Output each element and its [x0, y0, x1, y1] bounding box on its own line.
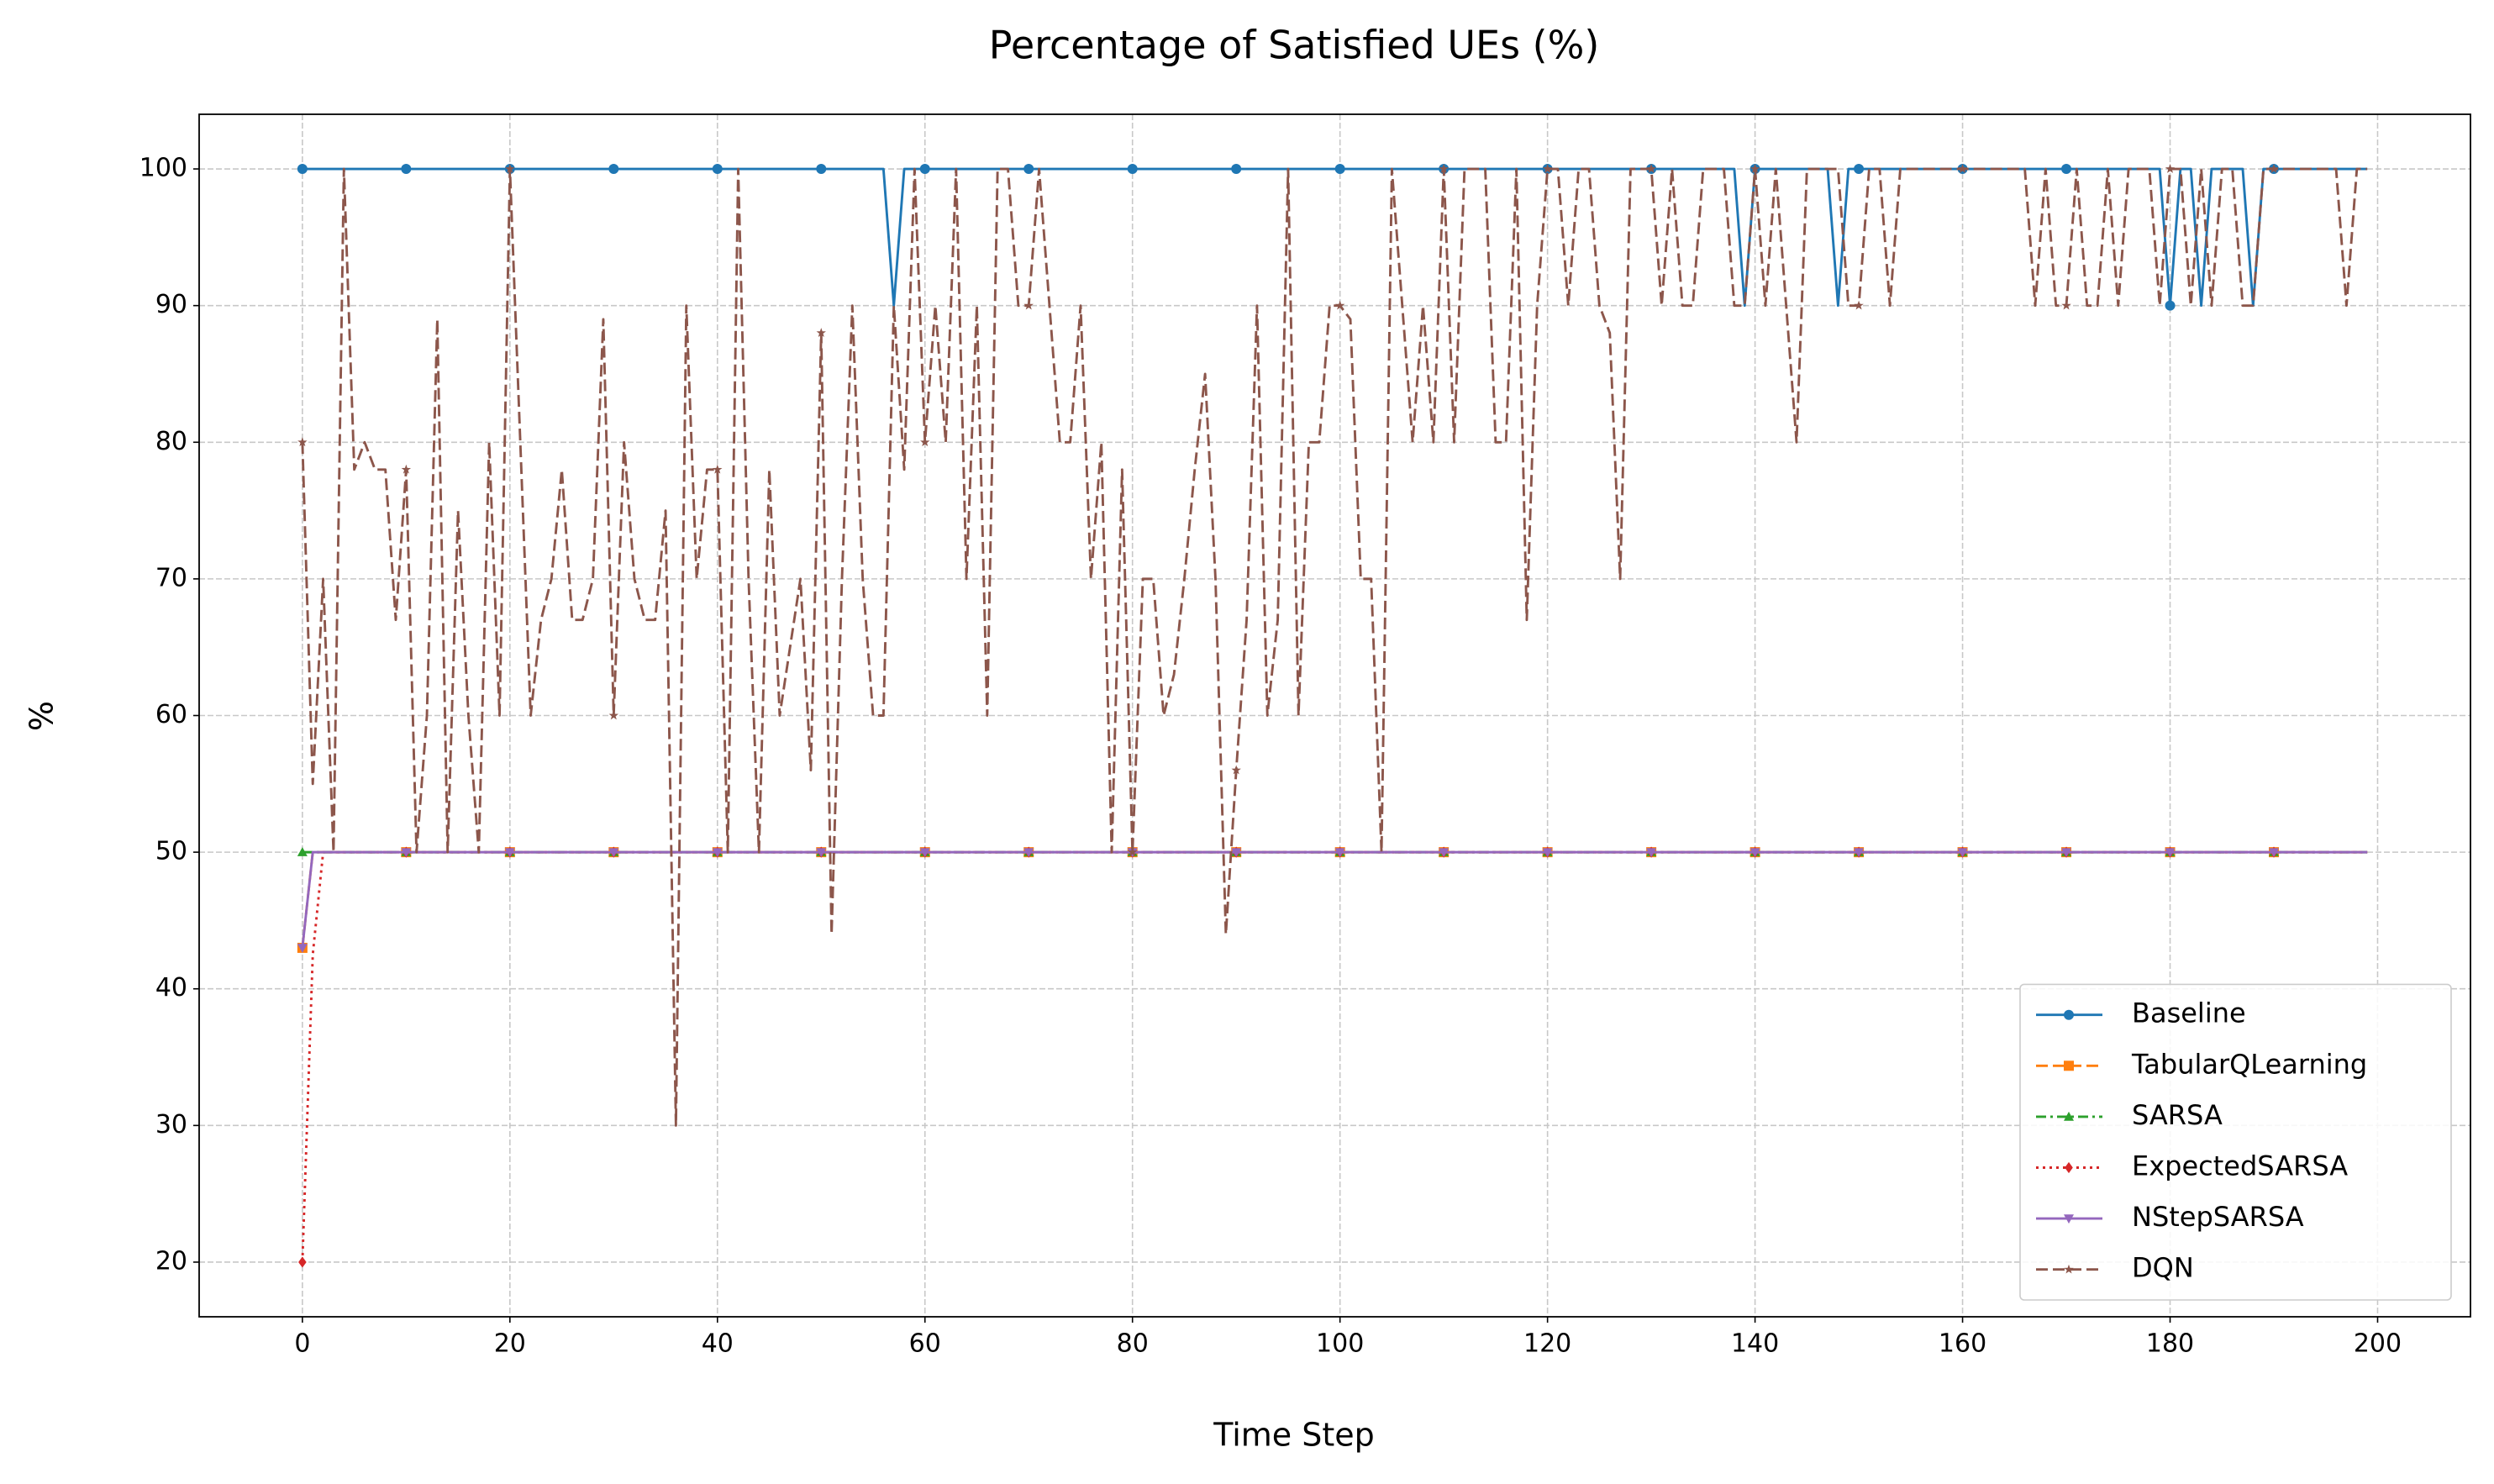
marker	[1646, 848, 1657, 858]
legend-box	[2019, 983, 2452, 1301]
x-tick-label: 60	[909, 1329, 941, 1359]
marker	[608, 710, 619, 720]
marker	[2165, 300, 2176, 311]
y-tick-label: 90	[155, 290, 187, 319]
plot-frame	[198, 113, 2471, 1318]
marker	[1231, 164, 1242, 175]
series-line	[301, 850, 2368, 949]
x-tick-label: 0	[294, 1329, 310, 1359]
marker	[298, 1256, 307, 1268]
x-tick-label: 160	[1939, 1329, 1986, 1359]
marker	[816, 164, 827, 175]
legend-marker	[2064, 1060, 2074, 1071]
marker	[1749, 164, 1760, 173]
marker	[1128, 847, 1138, 856]
marker	[1542, 848, 1553, 858]
marker	[1231, 848, 1242, 858]
legend-label: SARSA	[2132, 1099, 2223, 1131]
marker	[297, 847, 308, 856]
legend-marker	[2064, 1214, 2074, 1224]
y-tick-label: 60	[155, 700, 187, 729]
marker	[1334, 848, 1345, 858]
x-tick-label: 40	[702, 1329, 734, 1359]
marker	[712, 164, 723, 175]
marker	[504, 848, 515, 858]
legend-label: DQN	[2132, 1252, 2194, 1284]
marker	[1957, 848, 1968, 858]
legend-label: ExpectedSARSA	[2132, 1150, 2348, 1182]
marker	[2165, 164, 2176, 173]
legend-label: NStepSARSA	[2132, 1201, 2304, 1233]
marker	[608, 848, 619, 858]
marker	[2269, 848, 2280, 858]
y-tick-label: 30	[155, 1110, 187, 1139]
marker	[1854, 848, 1865, 858]
marker	[1854, 300, 1864, 310]
marker	[1023, 848, 1034, 858]
x-tick-label: 140	[1731, 1329, 1779, 1359]
marker	[713, 464, 723, 474]
marker	[1334, 300, 1345, 310]
marker	[2165, 848, 2176, 858]
marker	[401, 848, 412, 858]
y-axis-label: %	[24, 701, 61, 731]
marker	[2269, 164, 2279, 173]
marker	[1127, 164, 1138, 175]
x-tick-label: 180	[2146, 1329, 2194, 1359]
marker	[1854, 164, 1865, 175]
legend-marker	[2064, 1009, 2074, 1020]
marker	[1334, 164, 1345, 175]
y-tick-label: 100	[139, 154, 187, 183]
marker	[1439, 164, 1449, 173]
marker	[401, 164, 412, 175]
x-tick-label: 200	[2354, 1329, 2402, 1359]
marker	[297, 944, 308, 953]
legend-label: TabularQLearning	[2131, 1048, 2367, 1080]
y-tick-label: 70	[155, 563, 187, 592]
marker	[505, 164, 515, 173]
marker	[2061, 300, 2071, 310]
series-line	[301, 167, 2368, 1127]
legend-marker	[2064, 1264, 2074, 1274]
marker	[297, 164, 308, 175]
series-line	[302, 167, 2368, 308]
y-tick-label: 20	[155, 1246, 187, 1276]
marker	[2061, 164, 2072, 175]
marker	[920, 437, 930, 447]
x-tick-label: 100	[1316, 1329, 1364, 1359]
x-tick-label: 120	[1523, 1329, 1571, 1359]
x-axis-label: Time Step	[1213, 1417, 1375, 1454]
chart-title: Percentage of Satisfied UEs (%)	[989, 23, 1600, 68]
marker	[2061, 848, 2072, 858]
y-tick-label: 80	[155, 427, 187, 456]
legend-marker	[2065, 1161, 2073, 1174]
x-tick-label: 20	[494, 1329, 526, 1359]
marker	[1957, 164, 1968, 173]
y-tick-label: 40	[155, 973, 187, 1002]
marker	[919, 848, 930, 858]
marker	[816, 328, 826, 338]
marker	[1023, 164, 1034, 175]
y-tick-label: 50	[155, 837, 187, 866]
marker	[1542, 164, 1553, 173]
marker	[1439, 848, 1450, 858]
marker	[1023, 300, 1034, 310]
marker	[401, 464, 412, 474]
marker	[1231, 765, 1241, 775]
marker	[297, 437, 308, 447]
marker	[608, 164, 619, 175]
marker	[919, 164, 930, 175]
legend-label: Baseline	[2132, 997, 2246, 1029]
marker	[712, 848, 723, 858]
marker	[1646, 164, 1656, 173]
marker	[1749, 848, 1760, 858]
x-tick-label: 80	[1117, 1329, 1149, 1359]
legend-marker	[2064, 1111, 2074, 1121]
marker	[816, 848, 827, 858]
